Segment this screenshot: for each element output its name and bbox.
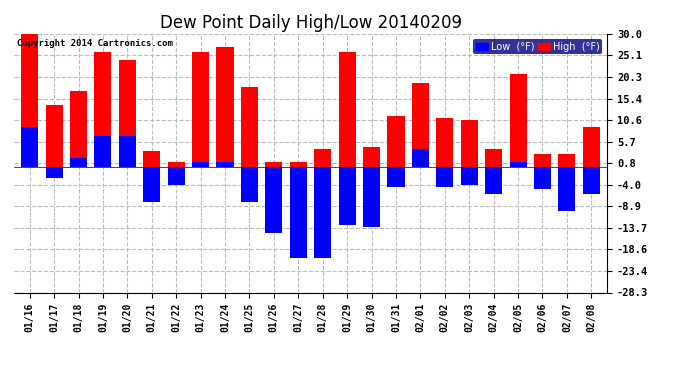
Bar xyxy=(95,51,112,167)
Bar xyxy=(144,152,160,167)
Bar xyxy=(436,118,453,167)
Bar xyxy=(363,167,380,227)
Bar xyxy=(583,127,600,167)
Bar xyxy=(339,167,355,225)
Bar xyxy=(290,167,307,258)
Bar xyxy=(461,120,477,167)
Bar xyxy=(461,167,477,184)
Bar xyxy=(387,116,404,167)
Bar xyxy=(46,167,63,178)
Legend: Low  (°F), High  (°F): Low (°F), High (°F) xyxy=(473,39,602,54)
Bar xyxy=(387,167,404,187)
Bar xyxy=(412,82,429,167)
Text: Copyright 2014 Cartronics.com: Copyright 2014 Cartronics.com xyxy=(17,39,172,48)
Bar xyxy=(339,51,355,167)
Bar xyxy=(485,167,502,194)
Bar xyxy=(119,136,136,167)
Bar xyxy=(46,105,63,167)
Bar xyxy=(509,162,526,167)
Bar xyxy=(241,87,258,167)
Bar xyxy=(119,60,136,167)
Bar xyxy=(70,158,87,167)
Bar xyxy=(168,162,185,167)
Bar xyxy=(192,51,209,167)
Bar xyxy=(558,167,575,211)
Bar xyxy=(314,149,331,167)
Bar xyxy=(241,167,258,202)
Bar xyxy=(217,162,234,167)
Bar xyxy=(266,162,282,167)
Bar xyxy=(21,127,38,167)
Bar xyxy=(509,74,526,167)
Bar xyxy=(192,162,209,167)
Bar xyxy=(217,47,234,167)
Bar xyxy=(70,92,87,167)
Bar xyxy=(95,136,112,167)
Bar xyxy=(583,167,600,194)
Bar xyxy=(534,167,551,189)
Bar xyxy=(144,167,160,202)
Bar xyxy=(485,149,502,167)
Bar xyxy=(363,147,380,167)
Bar xyxy=(168,167,185,184)
Bar xyxy=(534,154,551,167)
Title: Dew Point Daily High/Low 20140209: Dew Point Daily High/Low 20140209 xyxy=(159,14,462,32)
Bar xyxy=(558,154,575,167)
Bar xyxy=(436,167,453,187)
Bar xyxy=(412,149,429,167)
Bar xyxy=(290,162,307,167)
Bar xyxy=(314,167,331,258)
Bar xyxy=(266,167,282,234)
Bar xyxy=(21,34,38,167)
